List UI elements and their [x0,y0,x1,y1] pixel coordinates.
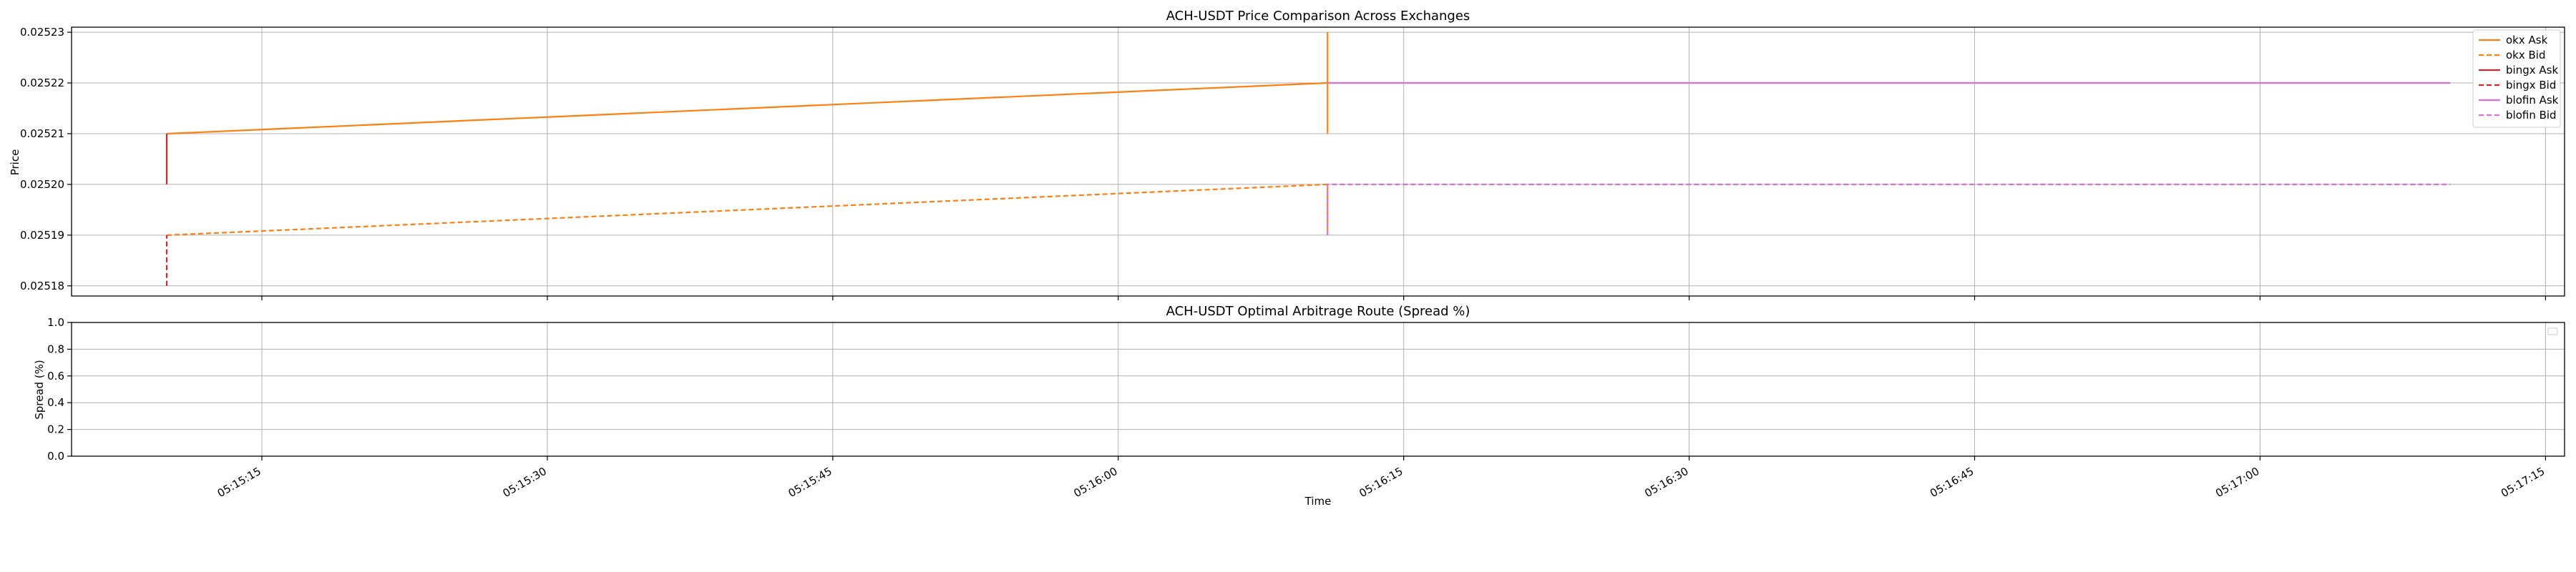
spread-y-ticks: 0.0 0.2 0.4 0.6 0.8 1.0 [47,316,72,463]
legend-label: bingx Bid [2506,79,2556,92]
price-y-tick-label: 0.02522 [20,77,64,89]
price-y-tick-label: 0.02523 [20,26,64,39]
legend-label: okx Ask [2506,34,2548,46]
series-blofin-bid [1327,183,2451,235]
price-y-tick-label: 0.02521 [20,127,64,140]
legend-label: bingx Ask [2506,64,2558,77]
legend-label: okx Bid [2506,49,2546,61]
spread-y-tick-label: 0.2 [47,423,64,436]
price-x-ticks [261,296,2547,300]
spread-y-tick-label: 1.0 [47,316,64,329]
legend-label: blofin Ask [2506,94,2559,107]
price-y-tick-label: 0.02520 [20,178,64,191]
price-y-tick-label: 0.02519 [20,229,64,242]
spread-y-tick-label: 0.8 [47,342,64,355]
price-axes-frame [71,26,2565,297]
time-axis-label: Time [1304,495,1332,508]
price-chart-title: ACH-USDT Price Comparison Across Exchang… [1166,9,1470,24]
spread-axes-frame [71,322,2565,457]
spread-y-tick-label: 0.0 [47,450,64,463]
spread-chart-title: ACH-USDT Optimal Arbitrage Route (Spread… [1166,304,1470,319]
spread-y-axis-label: Spread (%) [33,360,46,420]
price-series [165,32,2451,286]
spread-empty-legend [2547,327,2558,335]
price-y-axis-label: Price [9,149,21,176]
spread-y-tick-label: 0.4 [47,396,64,409]
spread-y-tick-label: 0.6 [47,370,64,383]
price-legend: okx Ask okx Bid bingx Ask bingx Bid blofin A… [2472,29,2561,128]
price-comparison-axes: ACH-USDT Price Comparison Across Exchang… [9,9,2565,300]
price-y-tick-label: 0.02518 [20,280,64,292]
legend-label: blofin Bid [2506,109,2557,122]
price-y-ticks: 0.02518 0.02519 0.02520 0.02521 0.02522 0.025… [20,26,72,292]
